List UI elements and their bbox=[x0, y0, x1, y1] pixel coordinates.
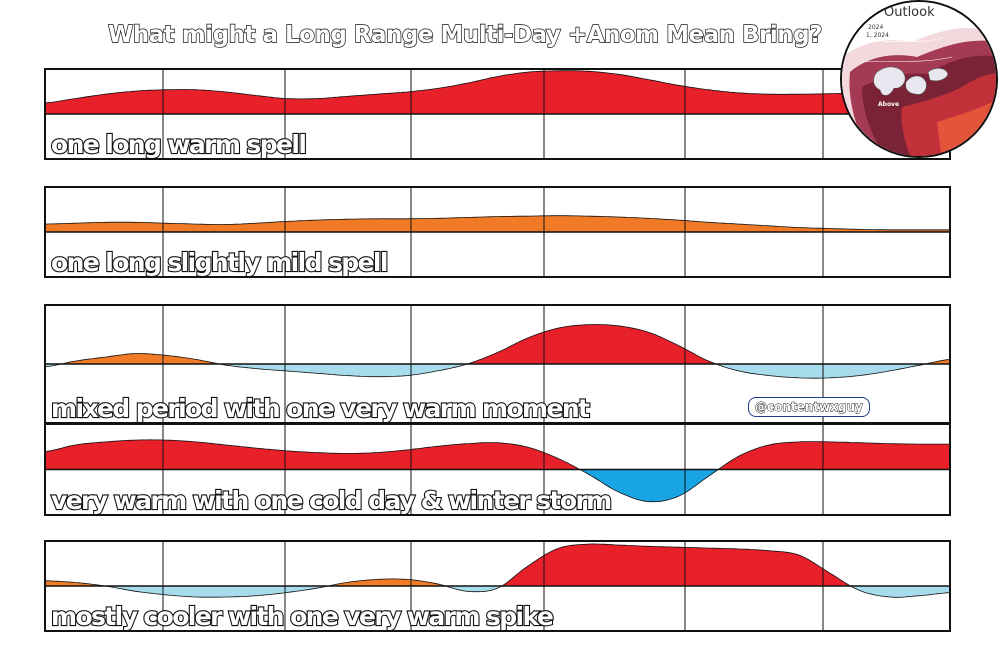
inset-date-1: 2024 bbox=[868, 24, 884, 31]
warm-anomaly-area-4 bbox=[500, 543, 852, 587]
panel-caption: very warm with one cold day & winter sto… bbox=[51, 486, 611, 515]
warm-anomaly-area-0 bbox=[44, 439, 581, 470]
panel-caption: mixed period with one very warm moment bbox=[51, 394, 590, 423]
inset-title: Outlook bbox=[884, 5, 935, 20]
panel-1: one long warm spell bbox=[44, 68, 951, 160]
warm-anomaly-area-3 bbox=[467, 324, 717, 365]
warm-anomaly-area-1 bbox=[61, 353, 220, 365]
outlook-map-inset: Outlook 2024 1, 2024 Above bbox=[840, 0, 998, 158]
panel-4: very warm with one cold day & winter sto… bbox=[44, 423, 951, 516]
cool-anomaly-area-1 bbox=[105, 585, 329, 598]
panel-5: mostly cooler with one very warm spike bbox=[44, 540, 951, 632]
panel-border bbox=[44, 186, 951, 278]
panel-caption: mostly cooler with one very warm spike bbox=[51, 602, 553, 631]
watermark: @contentwxguy bbox=[748, 397, 870, 417]
warm-anomaly-area-0 bbox=[44, 70, 951, 115]
panel-border bbox=[44, 423, 951, 516]
cool-anomaly-area-3 bbox=[445, 585, 502, 593]
panel-caption: one long warm spell bbox=[51, 130, 305, 159]
cool-anomaly-area-4 bbox=[715, 363, 926, 379]
panel-2: one long slightly mild spell bbox=[44, 186, 951, 278]
cool-anomaly-area-2 bbox=[219, 363, 468, 378]
warm-anomaly-area-2 bbox=[327, 578, 446, 587]
warm-anomaly-area-0 bbox=[44, 580, 106, 587]
cool-anomaly-area-5 bbox=[850, 585, 951, 598]
panel-caption: one long slightly mild spell bbox=[51, 248, 387, 277]
outlook-map bbox=[842, 2, 996, 156]
cool-anomaly-area-1 bbox=[579, 469, 720, 503]
panel-border bbox=[44, 540, 951, 632]
inset-region-label: Above bbox=[878, 101, 900, 108]
inset-date-2: 1, 2024 bbox=[866, 32, 889, 39]
chart-title: What might a Long Range Multi-Day +Anom … bbox=[107, 21, 823, 48]
warm-anomaly-area-2 bbox=[717, 441, 951, 470]
warm-anomaly-area-0 bbox=[44, 215, 951, 233]
